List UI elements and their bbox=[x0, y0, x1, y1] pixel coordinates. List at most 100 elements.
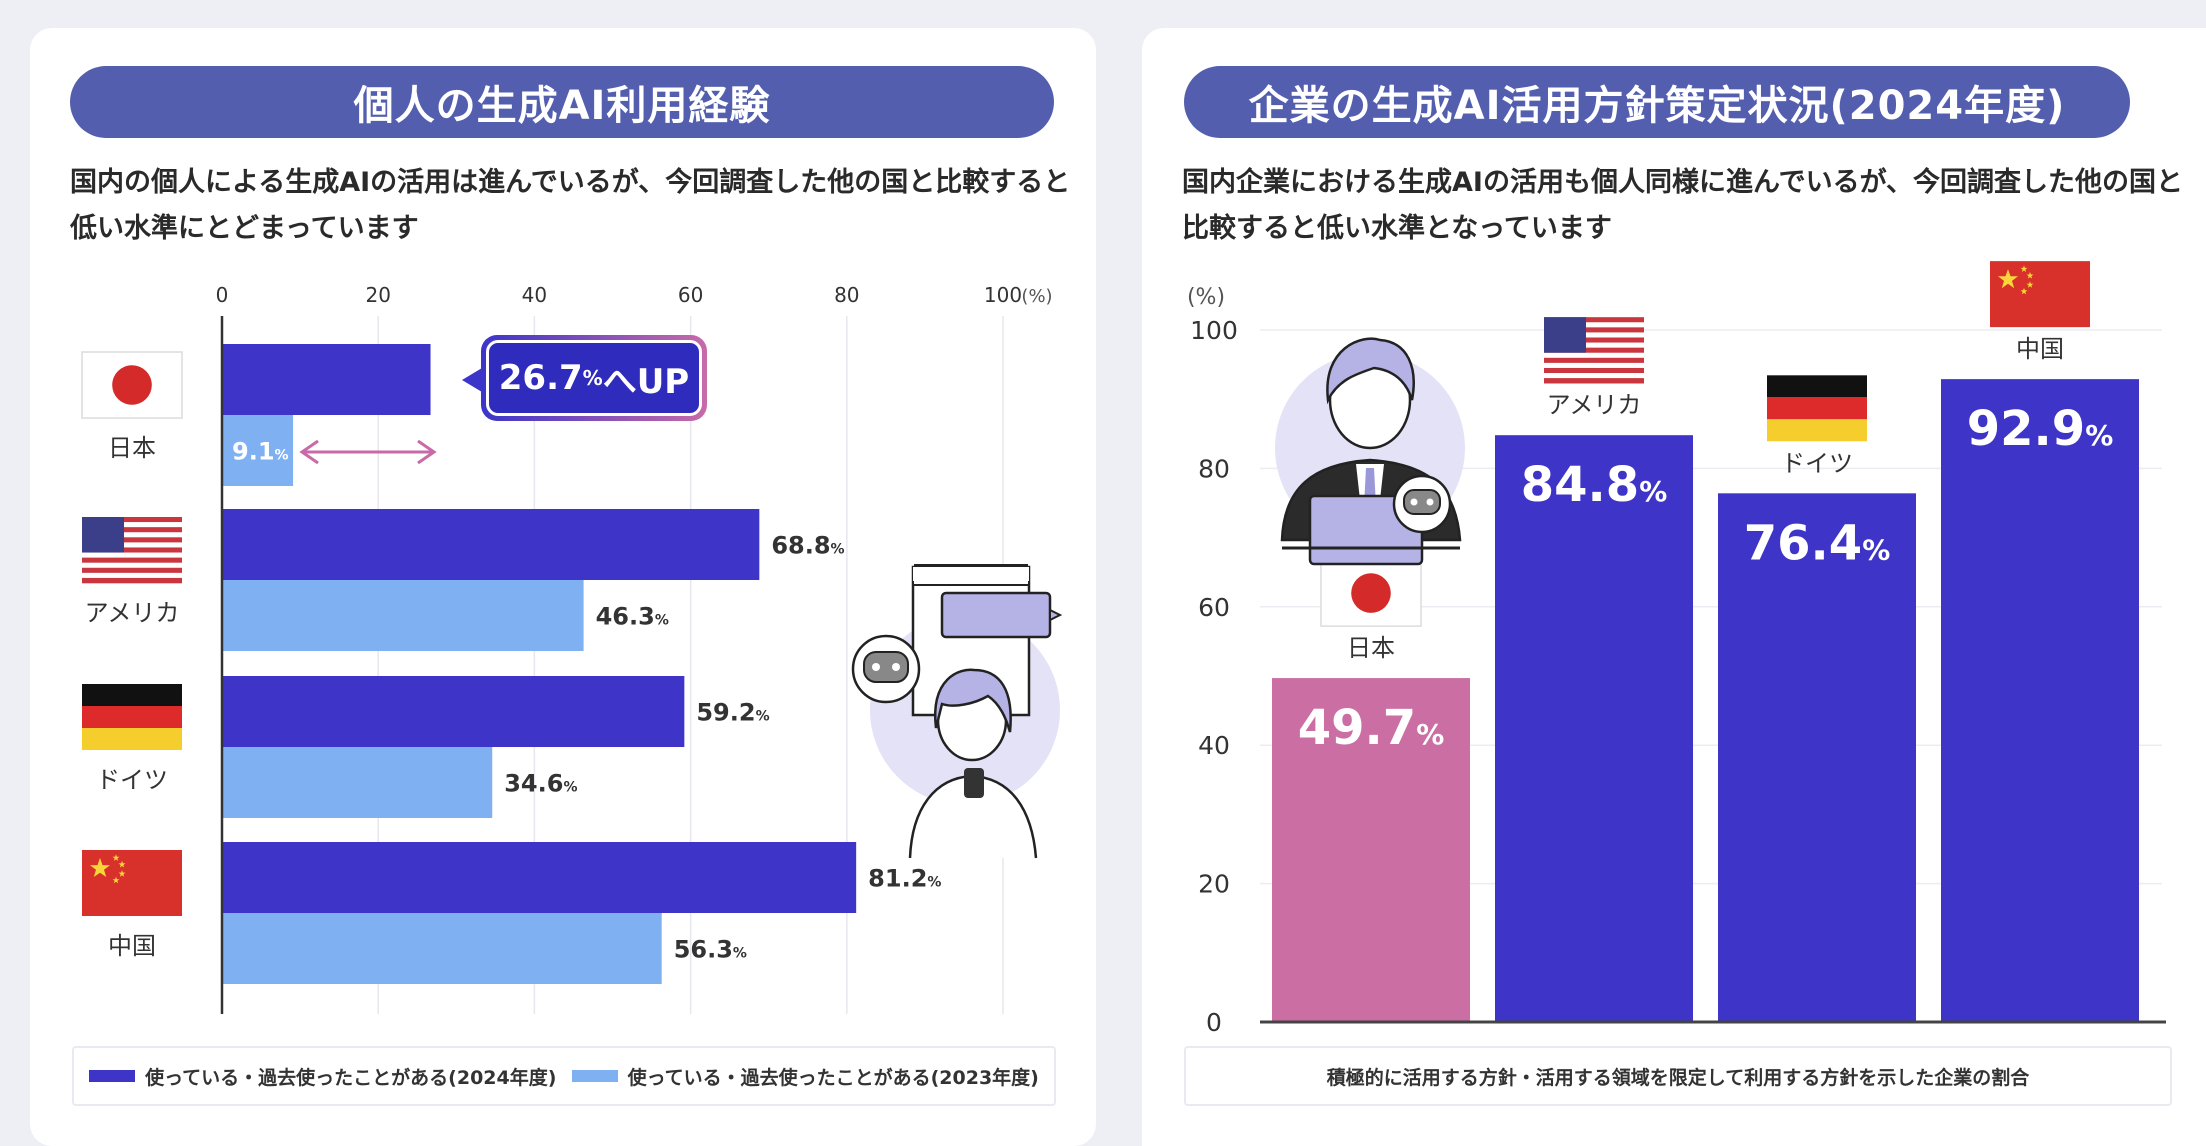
right-panel-description: 国内企業における生成AIの活用も個人同様に進んでいるが、今回調査した他の国と比較… bbox=[1182, 167, 2184, 244]
bar-2023 bbox=[222, 415, 294, 486]
bar-china bbox=[1941, 379, 2139, 1023]
x-tick-label: 100 bbox=[984, 283, 1022, 307]
callout-value: 26.7 bbox=[498, 358, 583, 398]
usa-flag-icon bbox=[82, 517, 182, 584]
category-label: 日本 bbox=[108, 434, 156, 462]
increase-arrow-left-head bbox=[299, 439, 319, 465]
bar-2024 bbox=[222, 344, 431, 415]
data-label: 68.8% bbox=[771, 532, 844, 560]
germany-flag-icon bbox=[1767, 375, 1867, 442]
left-panel: 個人の生成AI利用経験 国内の個人による生成AIの活用は進んでいるが、今回調査し… bbox=[30, 28, 1096, 1146]
usa-flag-stripe bbox=[1544, 362, 1644, 369]
usa-flag-stripe bbox=[82, 532, 182, 538]
china-flag-small-star bbox=[2020, 265, 2028, 272]
germany-flag-red bbox=[82, 706, 182, 728]
y-tick-label: 20 bbox=[1198, 870, 1230, 899]
bar-2024 bbox=[222, 842, 857, 913]
callout-unit: % bbox=[582, 366, 603, 390]
usa-flag-icon bbox=[1544, 317, 1644, 384]
x-tick-label: 60 bbox=[678, 283, 703, 307]
china-flag-icon bbox=[1990, 261, 2090, 328]
usa-flag-stripe bbox=[82, 577, 182, 584]
china-flag-small-star bbox=[118, 860, 126, 868]
robot-visor bbox=[1403, 489, 1441, 515]
china-flag-small-star bbox=[2026, 272, 2034, 279]
callout-tail bbox=[462, 368, 482, 392]
x-tick-label: 0 bbox=[216, 283, 229, 307]
usa-flag-stripe bbox=[82, 552, 182, 558]
japan-flag-disc bbox=[1351, 573, 1391, 613]
y-tick-label: 100 bbox=[1190, 316, 1238, 345]
germany-flag-red bbox=[1767, 397, 1867, 420]
usa-flag-stripe bbox=[1544, 317, 1644, 323]
usa-flag-stripe bbox=[1544, 352, 1644, 359]
legend-swatch-2024 bbox=[89, 1070, 136, 1082]
bar-germany bbox=[1718, 493, 1916, 1022]
right-legend-note: 積極的に活用する方針・活用する領域を限定して利用する方針を示した企業の割合 bbox=[1326, 1066, 2030, 1089]
left-legend: 使っている・過去使ったことがある(2024年度) 使っている・過去使ったことがあ… bbox=[72, 1046, 1056, 1106]
woman-hair bbox=[933, 668, 1012, 733]
speech-bubble-tail bbox=[1049, 608, 1063, 622]
china-flag-small-star bbox=[112, 854, 120, 861]
robot-eye bbox=[892, 663, 900, 671]
usa-flag-stripe bbox=[82, 527, 182, 533]
photo-frame-band bbox=[913, 567, 1029, 581]
germany-flag-black bbox=[82, 684, 182, 706]
robot-eye bbox=[1410, 498, 1418, 506]
category-label: アメリカ bbox=[85, 599, 180, 627]
bar-2023 bbox=[222, 580, 584, 651]
x-tick-label: 80 bbox=[834, 283, 859, 307]
germany-flag-gold bbox=[82, 728, 182, 750]
japan-flag-icon bbox=[1320, 559, 1422, 627]
category-label: 中国 bbox=[2016, 335, 2064, 363]
usa-flag-stripe bbox=[1544, 322, 1644, 328]
y-tick-label: 60 bbox=[1198, 593, 1230, 622]
data-label: 81.2% bbox=[868, 865, 941, 893]
china-flag-small-star bbox=[118, 870, 126, 877]
y-tick-label: 0 bbox=[1206, 1008, 1222, 1037]
businessman-illustration bbox=[1275, 337, 1465, 566]
germany-flag-icon bbox=[82, 684, 182, 750]
man-hair bbox=[1326, 337, 1415, 405]
usa-flag-stripe bbox=[1544, 347, 1644, 354]
usa-flag-stripe bbox=[1544, 373, 1644, 379]
data-label: 9.1% bbox=[232, 438, 289, 466]
photo-frame-edge bbox=[914, 564, 1028, 566]
usa-flag-stripe bbox=[82, 542, 182, 548]
germany-flag-black bbox=[1767, 375, 1867, 398]
category-label: ドイツ bbox=[1781, 449, 1853, 477]
individual-usage-chart: 0 20 40 60 80 100 (%) 9.1% 日本 68.8% 46.3% アメリカ 59.2%… bbox=[81, 283, 1063, 1014]
speech-bubble bbox=[940, 591, 1052, 639]
legend-item-2024: 使っている・過去使ったことがある(2024年度) bbox=[89, 1063, 556, 1090]
china-flag-big-star bbox=[90, 857, 110, 877]
legend-label-2023: 使っている・過去使ったことがある(2023年度) bbox=[627, 1066, 1039, 1089]
woman-robot-illustration bbox=[851, 564, 1063, 859]
increase-callout: 26.7% へUP bbox=[481, 335, 707, 421]
left-panel-title: 個人の生成AI利用経験 bbox=[70, 66, 1054, 138]
category-label: 日本 bbox=[1347, 634, 1395, 662]
usa-flag-canton bbox=[82, 517, 124, 553]
usa-flag-stripe bbox=[1544, 327, 1644, 333]
china-flag-field bbox=[82, 850, 182, 916]
y-tick-label: 40 bbox=[1198, 731, 1230, 760]
category-label: 中国 bbox=[108, 932, 156, 960]
japan-flag-disc bbox=[112, 365, 152, 405]
callout-suffix: へUP bbox=[602, 361, 690, 402]
data-label: 46.3% bbox=[596, 603, 669, 631]
robot-visor bbox=[863, 651, 909, 683]
y-tick-label: 80 bbox=[1198, 454, 1230, 483]
right-panel: 企業の生成AI活用方針策定状況(2024年度) 国内企業における生成AIの活用も… bbox=[1142, 28, 2206, 1146]
usa-flag-canton bbox=[1544, 317, 1586, 353]
china-flag-field bbox=[1990, 261, 2090, 328]
usa-flag-stripe bbox=[82, 567, 182, 574]
china-flag-big-star bbox=[1998, 269, 2018, 289]
data-label: 34.6% bbox=[504, 770, 577, 798]
bar-japan bbox=[1272, 678, 1470, 1022]
data-label: 59.2% bbox=[696, 699, 769, 727]
legend-item-2023: 使っている・過去使ったことがある(2023年度) bbox=[571, 1063, 1039, 1090]
corporate-policy-chart: 020406080100(%)49.7%日本84.8%アメリカ76.4%ドイツ9… bbox=[1187, 261, 2166, 1037]
germany-flag-gold bbox=[1767, 419, 1867, 442]
robot-eye bbox=[1426, 498, 1434, 506]
legend-swatch-2023 bbox=[571, 1070, 618, 1082]
china-flag-small-star bbox=[112, 876, 120, 884]
